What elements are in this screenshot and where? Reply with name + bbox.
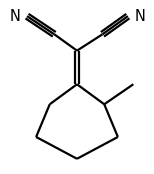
Text: N: N — [10, 9, 21, 24]
Text: N: N — [134, 9, 145, 24]
